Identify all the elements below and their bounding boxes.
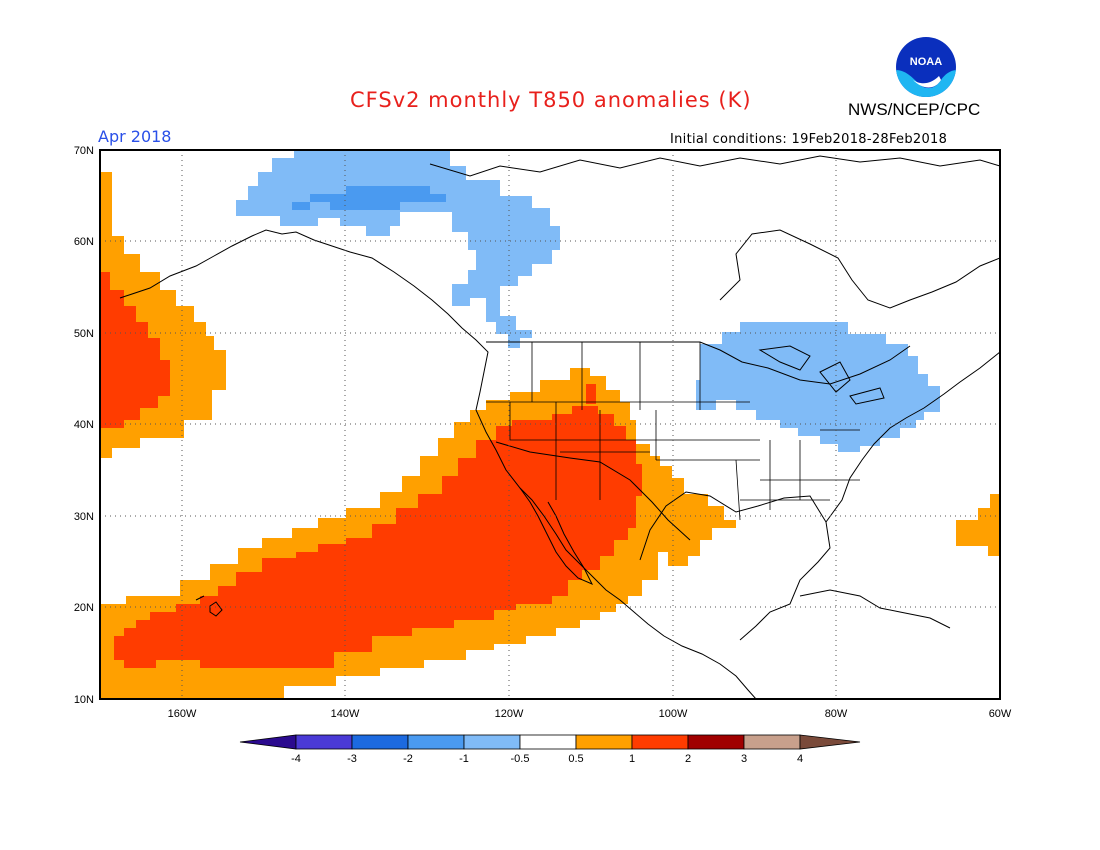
lat-label-60: 60N	[74, 236, 94, 248]
coastline-hawaii	[195, 595, 223, 617]
chart-title: CFSv2 monthly T850 anomalies (K)	[350, 88, 752, 112]
anomaly-region-atlantic-orange	[956, 494, 1000, 556]
colorbar-label-05: 0.5	[568, 753, 583, 765]
colorbar-swatch-2-3	[687, 734, 745, 750]
colorbar-labels: -4 -3 -2 -1 -0.5 0.5 1 2 3 4	[291, 753, 803, 765]
coastline-caribbean	[799, 589, 951, 629]
colorbar-label-m1: -1	[459, 753, 469, 765]
lat-label-40: 40N	[74, 419, 94, 431]
lon-label-160w: 160W	[168, 708, 197, 720]
coastline-east	[825, 351, 1000, 523]
noaa-logo-text: NOAA	[910, 56, 942, 68]
lat-label-10: 10N	[74, 694, 94, 706]
anomaly-region-arctic-light-blue	[236, 150, 560, 306]
coastline-great-lakes	[758, 345, 885, 405]
coastline-gulf	[639, 491, 831, 641]
map-frame	[99, 149, 1001, 700]
anomaly-fields	[100, 150, 1000, 699]
forecast-period: Apr 2018	[98, 127, 172, 146]
lat-label-30: 30N	[74, 511, 94, 523]
lat-labels: 70N 60N 50N 40N 30N 20N 10N	[74, 145, 94, 706]
colorbar-label-3: 3	[741, 753, 747, 765]
anomaly-region-subtropical-pacific-red	[114, 406, 642, 668]
border-us-canada	[486, 341, 911, 385]
lon-label-120w: 120W	[495, 708, 524, 720]
colorbar-swatch-3-2	[351, 734, 409, 750]
colorbar-label-m4: -4	[291, 753, 301, 765]
lon-label-100w: 100W	[659, 708, 688, 720]
initial-conditions: Initial conditions: 19Feb2018-28Feb2018	[670, 132, 948, 147]
colorbar-swatch-neutral	[519, 734, 577, 750]
noaa-logo: NOAA	[896, 37, 956, 97]
colorbar-swatch-lt-4	[239, 734, 297, 750]
colorbar-swatch-4-3	[295, 734, 353, 750]
colorbar-swatch-3-4	[743, 734, 801, 750]
colorbar-swatch-2-1	[407, 734, 465, 750]
anomaly-region-arctic-light-blue-2	[486, 306, 532, 348]
lat-lon-grid	[100, 150, 1000, 699]
coastline-west-north-america	[119, 229, 757, 699]
border-states	[486, 342, 860, 521]
colorbar-label-m3: -3	[347, 753, 357, 765]
lat-label-20: 20N	[74, 602, 94, 614]
border-us-mexico	[495, 441, 691, 541]
anomaly-region-arctic-blue	[292, 186, 446, 210]
colorbar	[239, 734, 861, 750]
coastlines	[119, 155, 1000, 699]
lon-label-80w: 80W	[825, 708, 848, 720]
colorbar-label-m2: -2	[403, 753, 413, 765]
anomaly-region-west-pacific-red	[100, 272, 170, 428]
anomaly-region-great-lakes-light-blue	[696, 322, 940, 452]
colorbar-label-1: 1	[629, 753, 635, 765]
lon-label-60w: 60W	[989, 708, 1012, 720]
colorbar-swatch-gt-4	[799, 734, 861, 750]
colorbar-label-m05: -0.5	[511, 753, 530, 765]
colorbar-label-4: 4	[797, 753, 803, 765]
lon-label-140w: 140W	[331, 708, 360, 720]
colorbar-label-2: 2	[685, 753, 691, 765]
coastline-baja	[519, 487, 594, 585]
anomaly-region-rockies-red	[586, 384, 596, 404]
colorbar-swatch-1-05	[463, 734, 521, 750]
colorbar-swatch-05-1	[575, 734, 633, 750]
lat-label-70: 70N	[74, 145, 94, 157]
colorbar-swatch-1-2	[631, 734, 689, 750]
coastline-arctic	[429, 155, 1000, 177]
coastline-hudson-bay	[719, 229, 1000, 309]
agency-label: NWS/NCEP/CPC	[848, 100, 981, 119]
lat-label-50: 50N	[74, 328, 94, 340]
lon-labels: 160W 140W 120W 100W 80W 60W	[168, 708, 1012, 720]
